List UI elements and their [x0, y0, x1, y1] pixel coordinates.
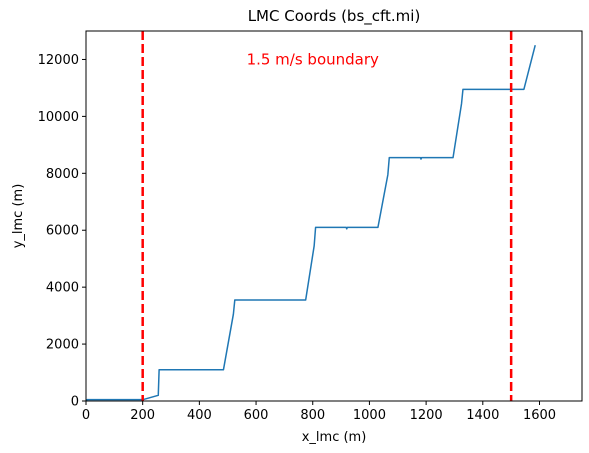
- x-tick-label: 1200: [410, 408, 443, 423]
- y-tick-label: 0: [71, 395, 79, 410]
- x-tick-label: 1000: [353, 408, 386, 423]
- y-tick-label: 4000: [46, 281, 79, 296]
- chart-title: LMC Coords (bs_cft.mi): [248, 7, 421, 26]
- x-tick-label: 1400: [466, 408, 499, 423]
- x-tick-label: 0: [82, 408, 90, 423]
- x-tick-label: 200: [130, 408, 155, 423]
- x-tick-label: 1600: [523, 408, 556, 423]
- y-tick-label: 6000: [46, 224, 79, 239]
- plot-frame: [85, 30, 583, 402]
- series-line-0: [85, 45, 536, 402]
- y-tick-label: 12000: [38, 53, 79, 68]
- x-tick-label: 800: [300, 408, 325, 423]
- x-tick-label: 400: [187, 408, 212, 423]
- y-tick-label: 2000: [46, 338, 79, 353]
- annotation-0: 1.5 m/s boundary: [247, 50, 379, 68]
- x-axis-label: x_lmc (m): [302, 430, 367, 445]
- y-axis-label: y_lmc (m): [11, 184, 26, 249]
- x-tick-label: 600: [244, 408, 269, 423]
- y-tick-label: 8000: [46, 167, 79, 182]
- y-tick-label: 10000: [38, 110, 79, 125]
